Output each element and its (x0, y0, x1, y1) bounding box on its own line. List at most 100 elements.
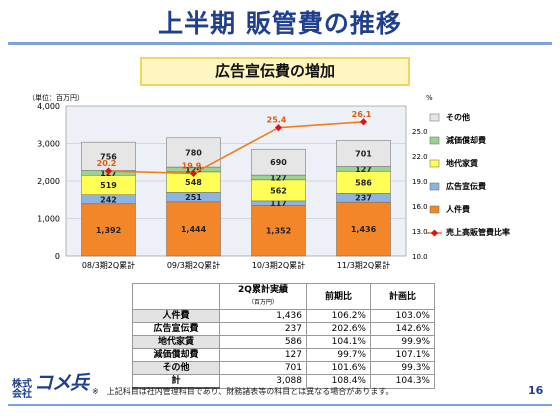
bar-value-label: 1,392 (96, 226, 121, 235)
bar-segment (251, 205, 306, 257)
table-header-row: 2Q累計実績 （百万円） 前期比 計画比 (132, 283, 435, 310)
table-cell-value: 586 (219, 335, 307, 349)
table-row: その他 701 101.6% 99.3% (132, 361, 435, 375)
table-cell-yoy: 101.6% (306, 361, 371, 375)
bar-value-label: 562 (270, 186, 287, 195)
bar-value-label: 519 (100, 181, 117, 190)
table-cell-yoy: 99.7% (306, 348, 371, 362)
subtitle-banner: 広告宣伝費の増加 (140, 57, 410, 86)
table-header-yoy: 前期比 (306, 283, 371, 310)
bar-value-label: 127 (270, 173, 287, 182)
legend-label: 地代家賃 (446, 158, 478, 168)
legend-label: 減価償却費 (446, 135, 486, 145)
table-row: 人件費 1,436 106.2% 103.0% (132, 309, 435, 323)
table-cell-plan: 99.3% (370, 361, 435, 375)
table-cell-plan: 104.3% (370, 374, 435, 389)
bar-value-label: 129 (185, 165, 202, 174)
ratio-point (359, 118, 368, 126)
legend-swatch (429, 136, 440, 145)
table-cell-plan: 99.9% (370, 335, 435, 349)
unit-label: （単位：百万円） (28, 93, 84, 102)
ratio-line (108, 121, 364, 175)
y2-tick-label: 16.0 (412, 203, 428, 211)
table-cell-plan: 103.0% (370, 309, 435, 323)
table-cell-value: 127 (219, 348, 307, 362)
table-header-unit: （百万円） (247, 299, 278, 306)
table-row-label: 計 (132, 374, 220, 389)
x-tick-label: 11/3期2Q累計 (337, 260, 390, 270)
page-title: 上半期 販管費の推移 (158, 9, 402, 38)
table-row: 地代家賃 586 104.1% 99.9% (132, 335, 435, 349)
table-header-actual-label: 2Q累計実績 (238, 285, 288, 295)
logo-prefix: 株式会社 (12, 379, 32, 400)
y-tick-label: 2,000 (37, 177, 60, 186)
bar-value-label: 780 (185, 148, 202, 157)
expense-table: 2Q累計実績 （百万円） 前期比 計画比 人件費 1,436 106.2% 103… (132, 283, 435, 389)
table-cell-yoy: 202.6% (306, 322, 371, 336)
table-row-label: 広告宣伝費 (132, 322, 220, 336)
y2-tick-label: 19.0 (412, 178, 428, 186)
footnote: ※ 上記科目は社内管理科目であり、財務諸表等の科目とは異なる場合があります。 (92, 387, 394, 396)
legend-swatch (429, 113, 440, 122)
bar-segment (166, 201, 221, 257)
table-row: 広告宣伝費 237 202.6% 142.6% (132, 322, 435, 336)
x-tick-label: 09/3期2Q累計 (167, 260, 220, 270)
table-row-label: 人件費 (132, 309, 220, 323)
table-header-blank (132, 283, 220, 310)
bar-value-label: 1,436 (351, 225, 377, 234)
table-cell-value: 701 (219, 361, 307, 375)
title-divider (8, 42, 552, 45)
table-row-label: 減価償却費 (132, 348, 220, 362)
legend-swatch (429, 205, 440, 214)
y-tick-label: 4,000 (37, 102, 60, 111)
bar-value-label: 701 (355, 149, 372, 158)
table-cell-value: 1,436 (219, 309, 307, 323)
bar-value-label: 127 (355, 165, 372, 174)
ratio-point (274, 124, 283, 132)
y-tick-label: 1,000 (37, 215, 60, 224)
page-number: 16 (528, 384, 544, 397)
bar-value-label: 242 (100, 195, 117, 204)
y2-tick-label: 10.0 (412, 253, 428, 261)
ratio-point (104, 167, 113, 175)
legend-label: 広告宣伝費 (446, 181, 486, 191)
table-total-row: 計 3,088 108.4% 104.3% (132, 374, 435, 389)
bar-value-label: 237 (355, 194, 372, 203)
right-axis-unit: % (426, 94, 433, 102)
ratio-label: 20.2 (97, 159, 117, 168)
ratio-label: 26.1 (352, 110, 372, 119)
sga-expense-chart: 0 1,000 2,000 3,000 4,000 10.0 13.0 16.0 19.0 22.… (28, 93, 510, 270)
bar-segment (166, 137, 221, 168)
bar-segment (81, 141, 136, 171)
bar-value-label: 548 (185, 178, 202, 187)
ratio-label: 25.4 (267, 116, 287, 125)
table-cell-yoy: 108.4% (306, 374, 371, 389)
y-tick-label: 3,000 (37, 140, 60, 149)
x-tick-label: 08/3期2Q累計 (82, 260, 135, 270)
table-cell-value: 237 (219, 322, 307, 336)
legend-swatch (429, 159, 440, 168)
bar-value-label: 1,352 (266, 227, 291, 236)
table-cell-plan: 107.1% (370, 348, 435, 362)
table-header-plan: 計画比 (370, 283, 435, 310)
ratio-point (189, 169, 198, 178)
logo-wordmark: コメ兵 (34, 372, 89, 394)
bar-segment (336, 201, 391, 257)
bar-value-label: 690 (270, 158, 287, 167)
legend-label: 人件費 (446, 204, 470, 214)
bar-value-label: 756 (100, 152, 117, 161)
legend-swatch (429, 182, 440, 191)
bar-segment (336, 139, 391, 167)
legend-label: その他 (446, 112, 470, 122)
bar-value-label: 117 (270, 199, 287, 208)
table-cell-yoy: 106.2% (306, 309, 371, 323)
table-row-label: 地代家賃 (132, 335, 220, 349)
y-tick-label: 0 (55, 252, 60, 261)
y2-tick-label: 25.0 (412, 128, 428, 136)
y2-tick-label: 13.0 (412, 228, 428, 236)
bar-value-label: 251 (185, 193, 202, 202)
table-row: 減価償却費 127 99.7% 107.1% (132, 348, 435, 362)
legend-line-marker (430, 229, 439, 237)
table-cell-plan: 142.6% (370, 322, 435, 336)
legend-label: 売上高販管費比率 (446, 227, 510, 237)
